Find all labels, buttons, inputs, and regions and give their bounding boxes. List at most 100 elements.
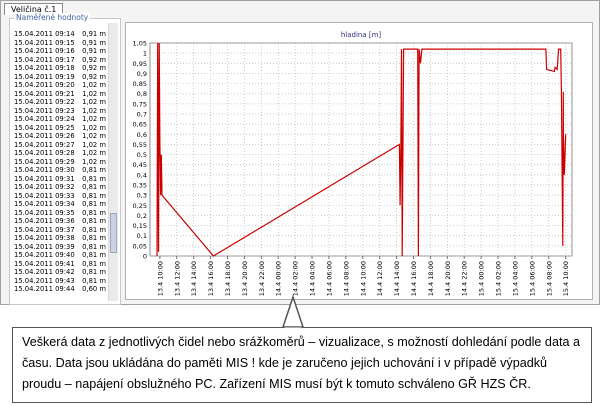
value-cell: 1,02 m xyxy=(82,132,106,140)
tab[interactable]: Veličina č.1 xyxy=(4,3,64,15)
y-tick-label: 1,05 xyxy=(133,40,147,48)
y-tick-label: 0,35 xyxy=(133,182,147,190)
x-tick-label: 13.4 20:00 xyxy=(241,261,249,296)
time-cell: 15.04.2011 09:37 xyxy=(14,225,75,234)
y-tick-label: 0,85 xyxy=(133,80,147,88)
list-row[interactable]: 15.04.2011 09:21 1,02 m xyxy=(14,90,106,99)
time-cell: 15.04.2011 09:18 xyxy=(14,64,75,72)
y-tick-label: 0,05 xyxy=(133,242,147,250)
value-cell: 0,91 m xyxy=(82,30,106,38)
scroll-thumb[interactable] xyxy=(110,213,117,253)
list-row[interactable]: 15.04.2011 09:22 1,02 m xyxy=(14,98,106,107)
x-tick-label: 13.4 22:00 xyxy=(258,261,266,296)
list-row[interactable]: 15.04.2011 09:23 1,02 m xyxy=(14,107,106,116)
x-tick-label: 14.4 00:00 xyxy=(275,261,283,296)
list-row[interactable]: 15.04.2011 09:44 0,60 m xyxy=(14,285,106,294)
time-cell: 15.04.2011 09:32 xyxy=(14,183,75,191)
scrollbar[interactable] xyxy=(108,23,118,301)
list-row[interactable]: 15.04.2011 09:19 0,92 m xyxy=(14,73,106,82)
value-cell: 0,81 m xyxy=(82,276,106,285)
value-cell: 0,92 m xyxy=(82,55,106,64)
x-tick-label: 15.4 08:00 xyxy=(545,261,553,296)
list-row[interactable]: 15.04.2011 09:31 0,81 m xyxy=(14,175,106,184)
y-tick-label: 0,65 xyxy=(133,121,147,129)
y-tick-label: 0,1 xyxy=(137,232,147,240)
y-tick-label: 0,25 xyxy=(133,202,147,210)
y-tick-label: 1 xyxy=(143,50,147,58)
y-tick-label: 0,6 xyxy=(137,131,147,139)
x-tick-label: 14.4 20:00 xyxy=(444,261,452,296)
y-tick-label: 0 xyxy=(143,253,147,261)
value-cell: 0,81 m xyxy=(82,242,106,251)
value-cell: 0,81 m xyxy=(82,225,106,234)
list-row[interactable]: 15.04.2011 09:20 1,02 m xyxy=(14,81,106,90)
list-row[interactable]: 15.04.2011 09:14 0,91 m xyxy=(14,30,106,39)
y-tick-label: 0,2 xyxy=(137,212,147,220)
x-tick-label: 15.4 02:00 xyxy=(495,261,503,296)
value-cell: 1,02 m xyxy=(82,81,106,89)
list-row[interactable]: 15.04.2011 09:43 0,81 m xyxy=(14,277,106,286)
time-cell: 15.04.2011 09:42 xyxy=(14,268,75,276)
chart: hladina [m] 0 0,05 0,1 0,15 0,2 0,25 0,3 0,35 0,… xyxy=(133,31,573,296)
y-tick-label: 0,15 xyxy=(133,222,147,230)
time-cell: 15.04.2011 09:30 xyxy=(14,166,75,174)
x-tick-label: 14.4 12:00 xyxy=(376,261,384,296)
x-tick-label: 14.4 06:00 xyxy=(325,261,333,296)
list-row[interactable]: 15.04.2011 09:35 0,81 m xyxy=(14,209,106,218)
time-cell: 15.04.2011 09:28 xyxy=(14,149,75,157)
list-row[interactable]: 15.04.2011 09:27 1,02 m xyxy=(14,141,106,150)
group-title: Naměřené hodnoty xyxy=(14,13,91,22)
value-cell: 0,92 m xyxy=(82,64,106,72)
list-row[interactable]: 15.04.2011 09:42 0,81 m xyxy=(14,268,106,277)
caption: Veškerá data z jednotlivých čidel nebo s… xyxy=(12,327,592,403)
list-row[interactable]: 15.04.2011 09:26 1,02 m xyxy=(14,132,106,141)
value-cell: 1,02 m xyxy=(82,140,106,149)
x-tick-label: 14.4 18:00 xyxy=(427,261,435,296)
time-cell: 15.04.2011 09:25 xyxy=(14,123,75,132)
time-cell: 15.04.2011 09:20 xyxy=(14,81,75,89)
y-tick-label: 0,75 xyxy=(133,100,147,108)
list-row[interactable]: 15.04.2011 09:33 0,81 m xyxy=(14,192,106,201)
y-tick-label: 0,8 xyxy=(137,90,147,98)
list-row[interactable]: 15.04.2011 09:36 0,81 m xyxy=(14,217,106,226)
value-cell: 1,02 m xyxy=(82,149,106,157)
list-row[interactable]: 15.04.2011 09:16 0,91 m xyxy=(14,47,106,56)
list-row[interactable]: 15.04.2011 09:37 0,81 m xyxy=(14,226,106,235)
value-cell: 0,81 m xyxy=(82,191,106,200)
list-row[interactable]: 15.04.2011 09:41 0,81 m xyxy=(14,260,106,269)
list-row[interactable]: 15.04.2011 09:38 0,81 m xyxy=(14,234,106,243)
list-row[interactable]: 15.04.2011 09:18 0,92 m xyxy=(14,64,106,73)
y-tick-label: 0,5 xyxy=(137,151,147,159)
list-row[interactable]: 15.04.2011 09:15 0,91 m xyxy=(14,39,106,48)
x-tick-label: 14.4 16:00 xyxy=(410,261,418,296)
list-row[interactable]: 15.04.2011 09:17 0,92 m xyxy=(14,56,106,65)
list-row[interactable]: 15.04.2011 09:28 1,02 m xyxy=(14,149,106,158)
list-row[interactable]: 15.04.2011 09:29 1,02 m xyxy=(14,158,106,167)
value-cell: 1,02 m xyxy=(82,157,106,166)
list-row[interactable]: 15.04.2011 09:32 0,81 m xyxy=(14,183,106,192)
list-row[interactable]: 15.04.2011 09:25 1,02 m xyxy=(14,124,106,133)
time-cell: 15.04.2011 09:44 xyxy=(14,285,75,293)
value-cell: 0,81 m xyxy=(82,217,106,225)
list-row[interactable]: 15.04.2011 09:30 0,81 m xyxy=(14,166,106,175)
value-cell: 0,81 m xyxy=(82,208,106,217)
time-cell: 15.04.2011 09:22 xyxy=(14,98,75,106)
time-cell: 15.04.2011 09:27 xyxy=(14,140,75,149)
list-row[interactable]: 15.04.2011 09:40 0,81 m xyxy=(14,251,106,260)
time-cell: 15.04.2011 09:41 xyxy=(14,259,75,268)
list-row[interactable]: 15.04.2011 09:39 0,81 m xyxy=(14,243,106,252)
x-tick-label: 14.4 04:00 xyxy=(309,261,317,296)
values-list: 15.04.2011 09:14 0,91 m 15.04.2011 09:15 0,… xyxy=(14,30,106,294)
y-tick-label: 0,3 xyxy=(137,192,147,200)
value-cell: 0,81 m xyxy=(82,259,106,268)
list-row[interactable]: 15.04.2011 09:24 1,02 m xyxy=(14,115,106,124)
x-tick-label: 13.4 16:00 xyxy=(207,261,215,296)
list-row[interactable]: 15.04.2011 09:34 0,81 m xyxy=(14,200,106,209)
y-tick-label: 0,55 xyxy=(133,141,147,149)
time-cell: 15.04.2011 09:17 xyxy=(14,55,75,64)
time-cell: 15.04.2011 09:26 xyxy=(14,132,75,140)
time-cell: 15.04.2011 09:40 xyxy=(14,251,75,259)
value-cell: 0,81 m xyxy=(82,174,106,183)
value-cell: 0,92 m xyxy=(82,72,106,81)
